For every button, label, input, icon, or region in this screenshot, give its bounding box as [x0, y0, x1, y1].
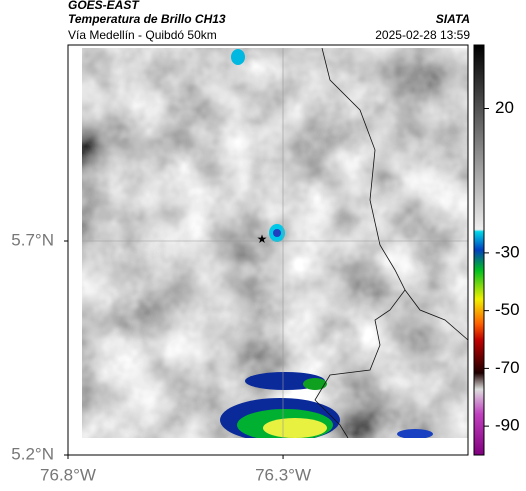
colorbar-tick-label: 20 — [495, 98, 514, 117]
colorbar-tick-label: -30 — [495, 242, 520, 261]
brand: SIATA — [436, 12, 470, 26]
title: Temperatura de Brillo CH13 — [68, 12, 226, 26]
satellite-image: ★ — [82, 48, 468, 438]
map-frame — [67, 44, 469, 456]
lon-tick-label: 76.8°W — [40, 465, 96, 484]
colorbar — [473, 44, 485, 456]
colorbar-tick-label: -70 — [495, 358, 520, 377]
timestamp: 2025-02-28 13:59 — [375, 28, 470, 42]
lat-tick-label: 5.2°N — [11, 444, 54, 463]
lat-tick-label: 5.7°N — [11, 230, 54, 249]
source: GOES-EAST — [68, 0, 140, 12]
colorbar-tick-label: -90 — [495, 416, 520, 435]
ticks: 76.8°W 76.3°W 5.7°N 5.2°N 20 -30 -50 -70 -90 — [11, 98, 519, 484]
location-marker: ★ — [257, 232, 268, 246]
subtitle: Vía Medellín - Quibdó 50km — [68, 28, 217, 42]
lon-tick-label: 76.3°W — [255, 465, 311, 484]
colorbar-tick-label: -50 — [495, 300, 520, 319]
